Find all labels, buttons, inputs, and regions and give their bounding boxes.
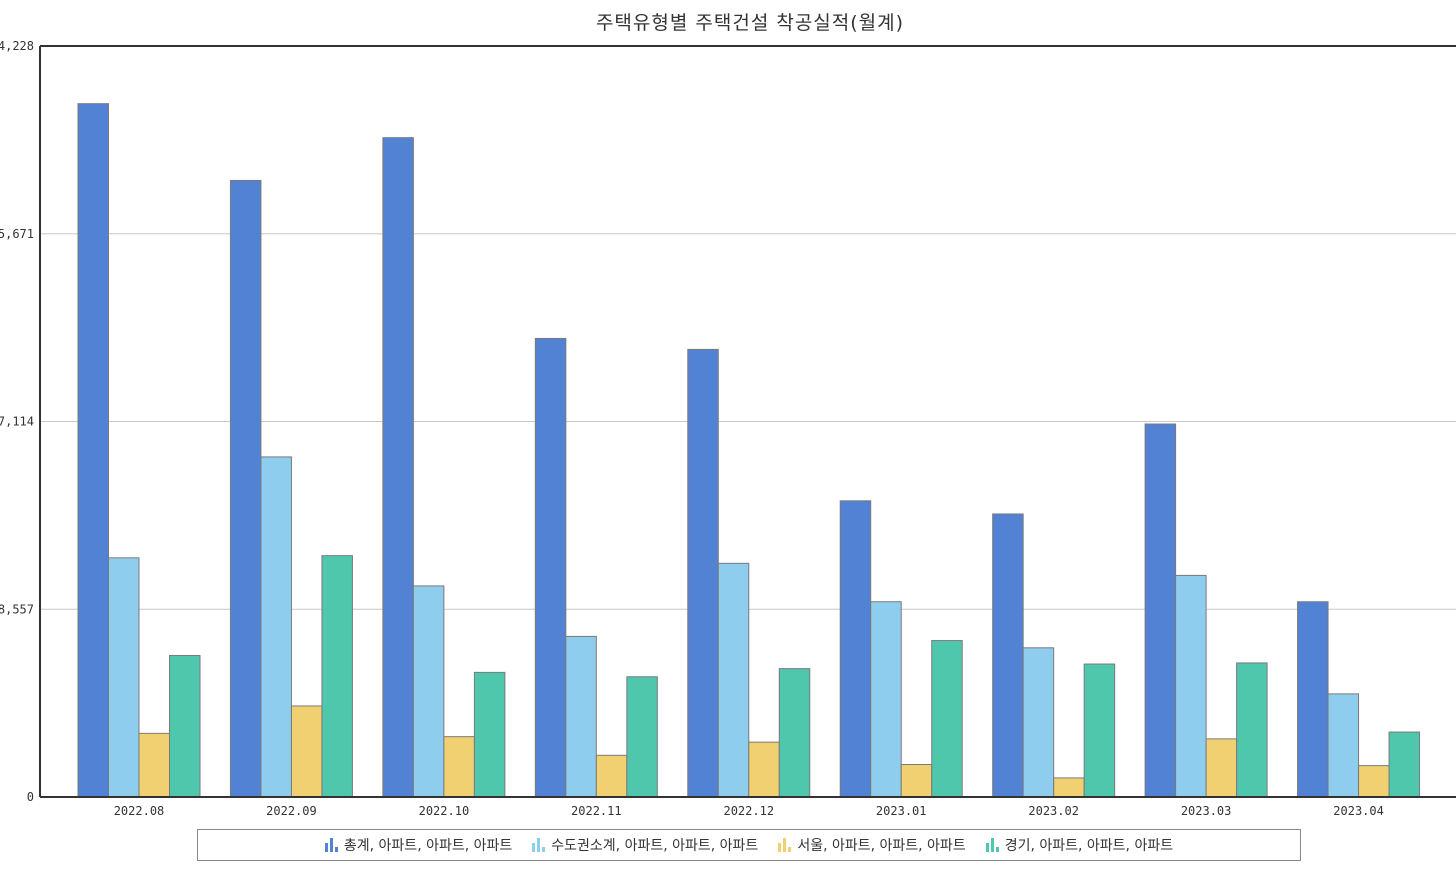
bar [1022, 647, 1055, 798]
bar [443, 736, 475, 798]
bar-chart-icon [532, 838, 546, 852]
legend: 총계, 아파트, 아파트, 아파트 수도권소계, 아파트, 아파트, 아파트 서울,… [197, 829, 1301, 861]
y-tick-label: 25,671 [0, 227, 34, 241]
axis-labels: 0 8,557 17,114 25,671 34,228 2022.08 2022.09 20… [0, 39, 1384, 818]
bar [1175, 574, 1207, 798]
y-tick-label: 8,557 [0, 602, 34, 616]
bar [412, 585, 445, 798]
bar [534, 337, 567, 798]
bar [626, 676, 658, 798]
y-tick-label: 34,228 [0, 39, 34, 53]
bar [687, 348, 719, 798]
bar [138, 732, 170, 798]
y-tick-label: 0 [27, 790, 34, 804]
bar-chart-icon [985, 838, 999, 852]
x-tick-label: 2023.04 [1333, 804, 1384, 818]
axes [39, 45, 1456, 798]
bar [595, 754, 628, 798]
legend-label: 수도권소계, 아파트, 아파트, 아파트 [551, 838, 759, 854]
legend-label: 총계, 아파트, 아파트, 아파트 [343, 838, 513, 854]
bar [1327, 693, 1360, 798]
legend-item[interactable]: 수도권소계, 아파트, 아파트, 아파트 [532, 835, 758, 855]
legend-item[interactable]: 총계, 아파트, 아파트, 아파트 [324, 835, 513, 855]
bar [473, 671, 506, 798]
bar [1388, 731, 1421, 798]
bar [900, 764, 933, 798]
bar [321, 555, 353, 798]
bar [870, 601, 902, 798]
bar [1236, 662, 1268, 798]
bar [992, 513, 1024, 798]
bar [1083, 663, 1116, 798]
chart-title: 주택유형별 주택건설 착공실적(월계) [595, 12, 905, 34]
bar [565, 635, 597, 798]
x-tick-label: 2022.12 [723, 804, 774, 818]
bar [778, 668, 811, 798]
y-tick-label: 17,114 [0, 415, 34, 429]
bar [108, 557, 140, 798]
bar-chart-icon [324, 838, 338, 852]
x-tick-label: 2023.03 [1181, 804, 1232, 818]
bar [169, 654, 201, 798]
bar [77, 103, 109, 798]
bar [229, 179, 262, 798]
x-tick-label: 2022.08 [114, 804, 165, 818]
bar [260, 456, 292, 798]
bar [1358, 765, 1390, 798]
x-tick-label: 2022.11 [571, 804, 622, 818]
bar [1297, 601, 1329, 798]
bar-chart-icon [778, 838, 792, 852]
bar [931, 640, 963, 798]
bar [839, 500, 872, 798]
bar [748, 741, 780, 798]
bars [77, 103, 1421, 798]
x-tick-label: 2022.10 [419, 804, 470, 818]
bar [290, 705, 323, 798]
bar [382, 137, 414, 798]
x-tick-label: 2022.09 [266, 804, 317, 818]
bar [1144, 423, 1177, 798]
legend-item[interactable]: 경기, 아파트, 아파트, 아파트 [985, 835, 1174, 855]
x-tick-label: 2023.02 [1028, 804, 1079, 818]
legend-label: 서울, 아파트, 아파트, 아파트 [797, 838, 966, 854]
bar [717, 562, 750, 798]
legend-label: 경기, 아파트, 아파트, 아파트 [1004, 838, 1174, 854]
bar [1205, 738, 1238, 798]
bar [1053, 777, 1085, 798]
legend-item[interactable]: 서울, 아파트, 아파트, 아파트 [778, 835, 966, 855]
x-tick-label: 2023.01 [876, 804, 927, 818]
